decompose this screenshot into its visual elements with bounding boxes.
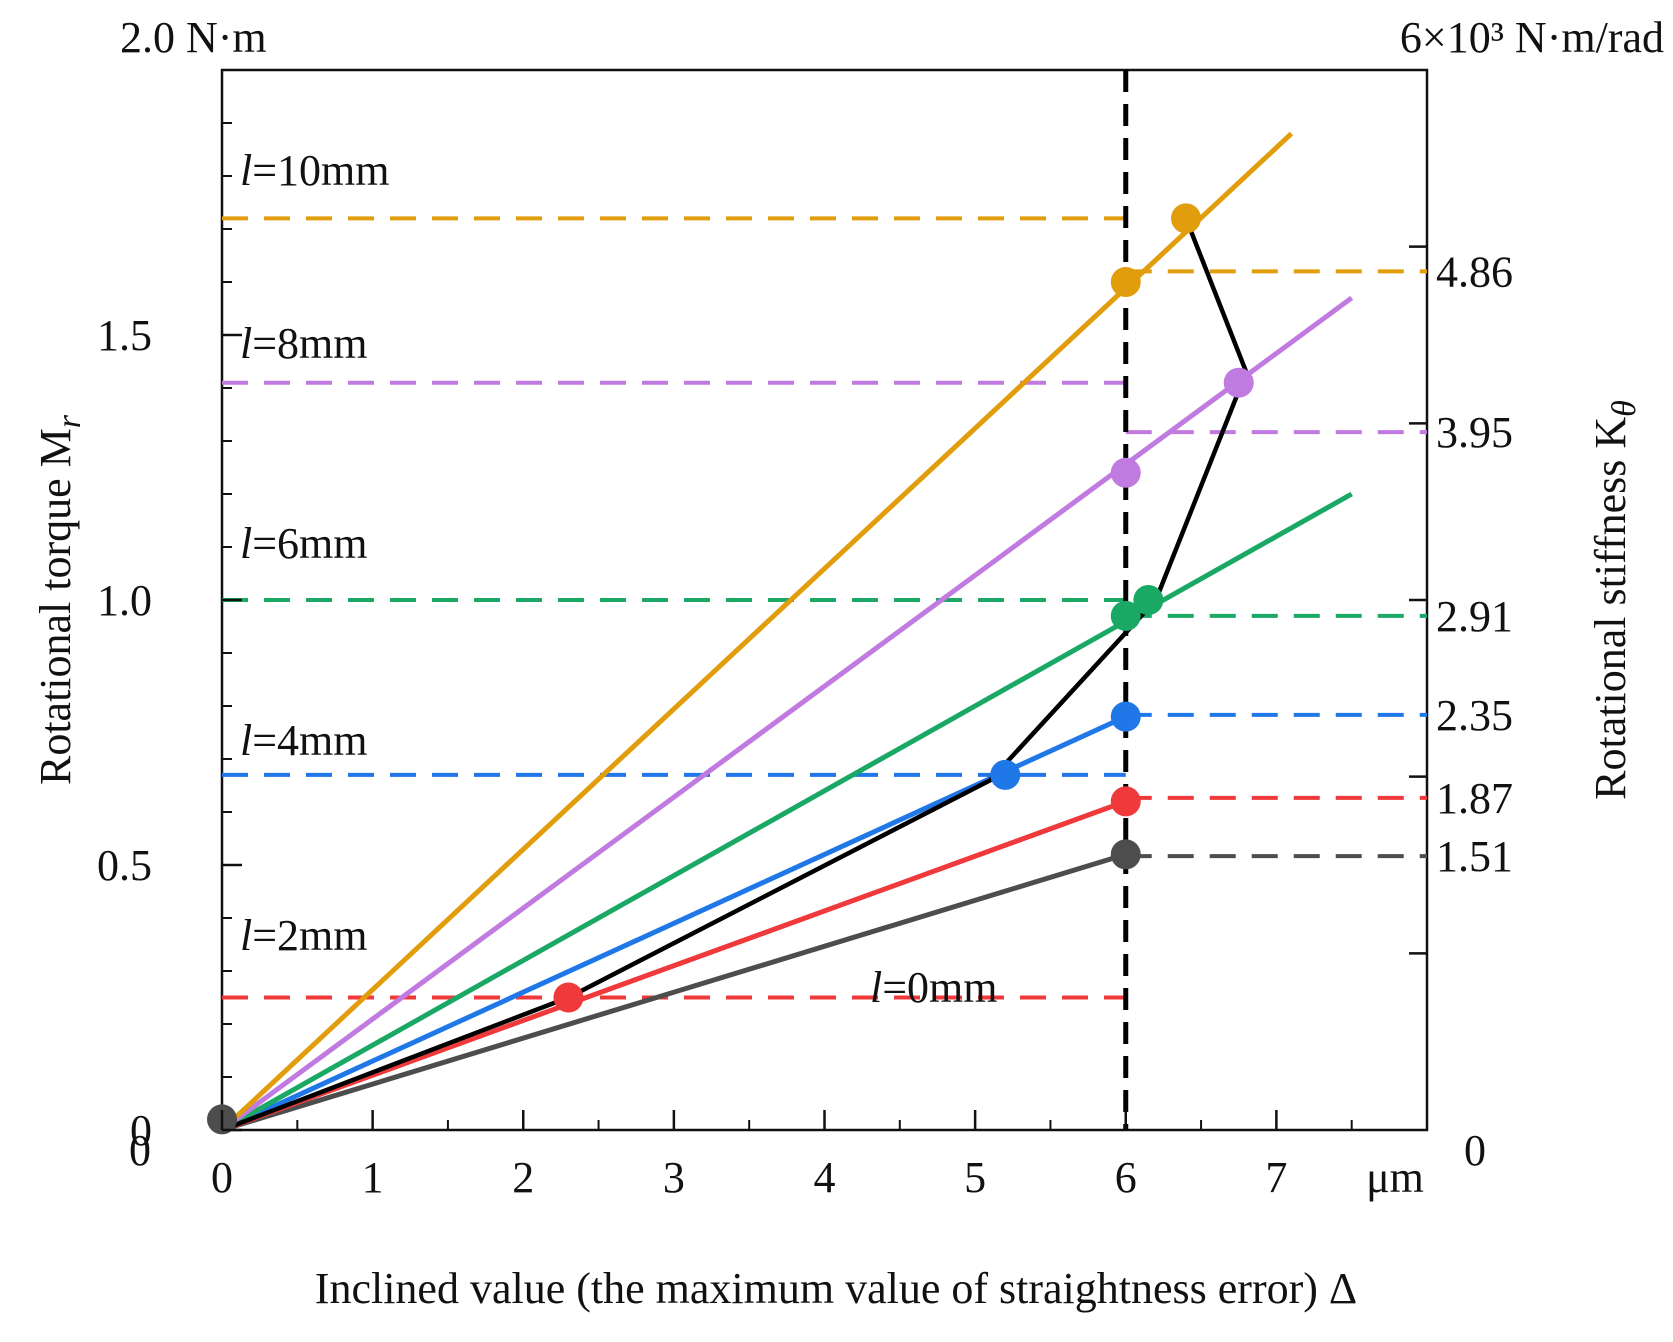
- x-tick-label-6: 6: [1115, 1153, 1137, 1202]
- tick-labels: 0 1 2 3 4 5 6 7 μm 0 0.5 1.0 1.5 0 1.51 1.87 2.35 2.91 3.9…: [97, 247, 1513, 1202]
- series-label-rest: =4mm: [252, 716, 367, 765]
- series-label-italic-l: l: [870, 963, 882, 1012]
- y-left-tick-label-3: 1.5: [97, 311, 152, 360]
- series-label-italic-l: l: [240, 319, 252, 368]
- black-curve: [221, 217, 1249, 1133]
- top-left-label: 2.0 N·m: [120, 13, 267, 62]
- black-curve-line: [221, 217, 1249, 1133]
- y-left-tick-label-0: 0: [130, 1106, 152, 1155]
- marker-9: [1110, 600, 1141, 631]
- y-right-label-1: 1.51: [1436, 832, 1513, 881]
- series-lines: [220, 131, 1354, 1133]
- series-label-3: l=6mm: [240, 519, 368, 568]
- y-right-label-5: 3.95: [1436, 408, 1513, 457]
- x-tick-label-5: 5: [964, 1153, 986, 1202]
- series-label-rest: =10mm: [252, 146, 389, 195]
- x-tick-label-1: 1: [362, 1153, 384, 1202]
- y-right-label-4: 2.91: [1436, 592, 1513, 641]
- x-tick-label-7: 7: [1265, 1153, 1287, 1202]
- y-right-label-2: 1.87: [1436, 774, 1513, 823]
- top-right-label: 6×10³ N·m/rad: [1400, 13, 1664, 62]
- series-label-5: l=10mm: [240, 146, 390, 195]
- series-label-italic-l: l: [240, 911, 252, 960]
- marker-11: [1110, 267, 1141, 297]
- series-label-italic-l: l: [240, 519, 252, 568]
- y-right-label-0: 0: [1464, 1126, 1486, 1175]
- series-label-italic-l: l: [240, 716, 252, 765]
- marker-2: [990, 759, 1021, 790]
- series-label-2: l=4mm: [240, 716, 368, 765]
- y-left-origin-label: 0: [129, 1126, 151, 1175]
- x-tick-label-2: 2: [512, 1153, 534, 1202]
- marker-6: [1110, 839, 1141, 870]
- markers: [207, 203, 1254, 1135]
- y-right-label-3: 2.35: [1436, 691, 1513, 740]
- plot-area: [207, 68, 1429, 1135]
- x-tick-label-4: 4: [814, 1153, 836, 1202]
- x-tick-label-0: 0: [211, 1153, 233, 1202]
- x-axis-title: Inclined value (the maximum value of str…: [315, 1264, 1357, 1313]
- series-line-3: [220, 491, 1353, 1133]
- reference-lines: [222, 216, 1427, 1000]
- marker-4: [1223, 367, 1254, 398]
- marker-1: [553, 982, 584, 1013]
- series-line-5: [220, 131, 1294, 1132]
- y-axis-left-title: Rotational torque Mr: [31, 414, 88, 785]
- x-unit-label: μm: [1366, 1153, 1424, 1202]
- marker-3: [1133, 585, 1164, 615]
- marker-8: [1110, 701, 1141, 732]
- series-label-rest: =8mm: [252, 319, 367, 368]
- y-axis-right-title: Rotational stiffness Kθ: [1586, 400, 1643, 800]
- series-line-4: [220, 295, 1354, 1133]
- y-axis-right-title-main: Rotational stiffness K: [1586, 417, 1635, 800]
- y-axis-right-title-sub: θ: [1606, 400, 1643, 417]
- y-axis-left-title-sub: r: [51, 414, 88, 428]
- marker-7: [1110, 786, 1141, 817]
- marker-5: [1171, 203, 1201, 234]
- marker-10: [1110, 457, 1141, 488]
- ticks: [220, 122, 1427, 1132]
- y-right-label-6: 4.86: [1436, 247, 1513, 296]
- series-label-italic-l: l: [240, 146, 252, 195]
- y-left-tick-label-1: 0.5: [97, 841, 152, 890]
- series-label-1: l=2mm: [240, 911, 368, 960]
- y-left-tick-label-2: 1.0: [97, 576, 152, 625]
- series-line-1: [221, 799, 1127, 1133]
- series-line-0: [221, 852, 1127, 1133]
- x-tick-label-3: 3: [663, 1153, 685, 1202]
- series-label-rest: =0mm: [882, 963, 997, 1012]
- series-label-rest: =2mm: [252, 911, 367, 960]
- series-label-0: l=0mm: [870, 963, 998, 1012]
- series-label-rest: =6mm: [252, 519, 367, 568]
- series-label-4: l=8mm: [240, 319, 368, 368]
- y-axis-left-title-main: Rotational torque M: [31, 428, 80, 785]
